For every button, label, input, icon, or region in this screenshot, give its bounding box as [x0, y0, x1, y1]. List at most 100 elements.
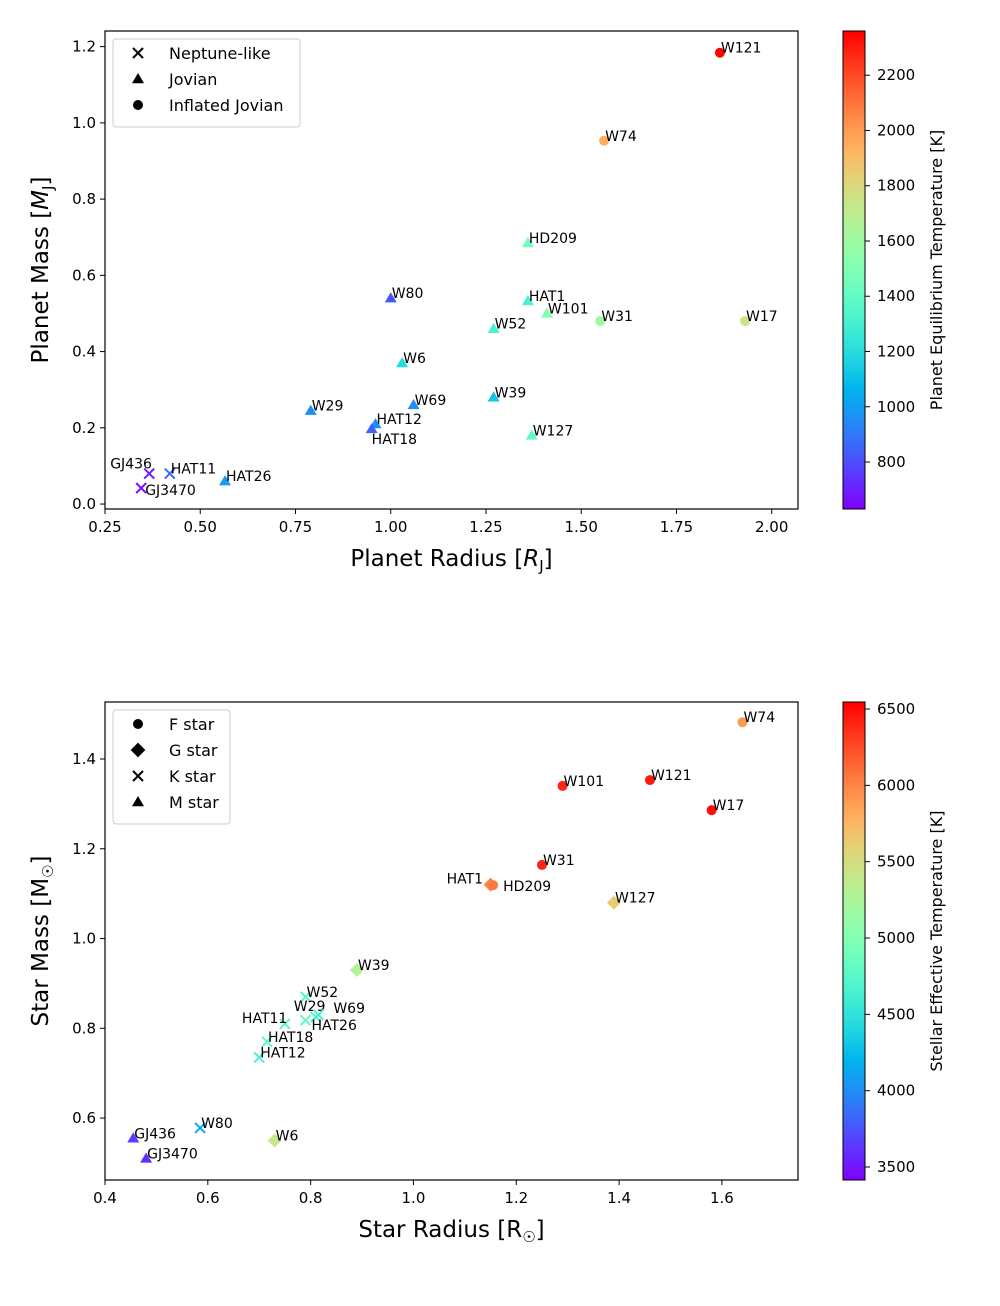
point-label: HAT18: [372, 432, 417, 448]
data-point-w6: [267, 1133, 282, 1148]
legend-label: G star: [169, 741, 218, 760]
point-label: HD209: [529, 231, 577, 247]
point-label: GJ3470: [145, 483, 196, 499]
y-tick-label: 1.0: [72, 930, 96, 948]
point-label: W121: [721, 41, 762, 57]
y-tick-label: 1.0: [72, 114, 96, 132]
data-point-w101: [557, 780, 568, 791]
data-point-w101: [540, 307, 553, 318]
point-label: W101: [548, 301, 589, 317]
point-label: W80: [201, 1116, 233, 1132]
x-tick-label: 0.4: [93, 1189, 117, 1207]
point-label: W39: [495, 385, 527, 401]
legend-label: F star: [169, 715, 215, 734]
colorbar-tick-label: 1600: [877, 232, 915, 250]
legend-label: Inflated Jovian: [169, 96, 283, 115]
legend-marker-x-icon: [132, 770, 144, 782]
x-tick-label: 0.8: [299, 1189, 323, 1207]
data-point-hat1: [521, 294, 534, 306]
y-tick-label: 0.8: [72, 1019, 96, 1037]
point-label: W74: [743, 710, 775, 726]
y-axis-label: Star Mass [M☉]: [28, 856, 57, 1027]
x-tick-label: 1.6: [710, 1189, 734, 1207]
data-point-w69: [312, 1009, 325, 1021]
legend: [112, 38, 301, 128]
colorbar-tick-label: 6500: [877, 700, 915, 718]
point-label: W29: [294, 999, 326, 1015]
data-point-w29: [304, 404, 317, 415]
point-label: HAT1: [529, 289, 565, 305]
point-label: W52: [495, 317, 527, 333]
data-point-w39: [349, 962, 364, 977]
point-label: W69: [333, 1001, 365, 1017]
y-tick-label: 0.6: [72, 266, 96, 284]
point-label: HAT26: [311, 1018, 356, 1034]
point-label: W121: [651, 768, 692, 784]
point-label: HD209: [503, 879, 551, 895]
data-point-hat11: [279, 1018, 291, 1030]
legend-marker-circle-icon: [133, 100, 143, 110]
point-label: W29: [312, 399, 344, 415]
point-label: HAT12: [260, 1045, 305, 1061]
data-point-w74: [737, 717, 748, 728]
data-point-w69: [407, 398, 420, 410]
colorbar-label: Stellar Effective Temperature [K]: [927, 811, 946, 1072]
chart-1: 0.25 0.50 0.75 1.00 1.25 1.50 1.75 2.00 0.0 0.2 0.…: [28, 30, 946, 575]
data-point-gj3470: [135, 482, 147, 494]
legend-marker-x-icon: [132, 47, 144, 59]
point-label: HAT12: [376, 412, 421, 428]
colorbar-tick-label: 1800: [877, 177, 915, 195]
y-tick-label: 1.4: [72, 750, 96, 768]
data-point-hat18: [261, 1036, 273, 1048]
y-tick-label: 0.4: [72, 343, 96, 361]
data-point-w80: [194, 1122, 206, 1134]
data-point-gj436: [143, 467, 155, 480]
x-tick-label: 0.75: [279, 518, 312, 536]
colorbar-tick-label: 2000: [877, 121, 915, 139]
data-point-w121: [644, 775, 655, 786]
colorbar-tick-label: 5500: [877, 853, 915, 871]
data-point-w127: [606, 895, 621, 910]
data-point-hat18: [365, 422, 378, 434]
colorbar-tick-label: 6000: [877, 776, 915, 794]
x-tick-label: 1.2: [504, 1189, 528, 1207]
data-point-hat26: [219, 475, 232, 486]
point-label: W52: [306, 985, 338, 1001]
legend-label: Neptune-like: [169, 44, 271, 63]
axes-frame: [104, 701, 799, 1181]
point-label: W74: [605, 129, 637, 145]
x-tick-label: 0.6: [196, 1189, 220, 1207]
point-label: W101: [564, 774, 605, 790]
point-label: HAT18: [268, 1030, 313, 1046]
data-point-w6: [396, 357, 409, 368]
colorbar-tick-label: 4500: [877, 1005, 915, 1023]
colorbar-tick-label: 1200: [877, 343, 915, 361]
y-tick-label: 1.2: [72, 38, 96, 56]
point-label: W31: [543, 853, 575, 869]
data-point-hat11: [164, 467, 176, 480]
colorbar-label: Planet Equilibrium Temperature [K]: [927, 130, 946, 410]
x-axis-label: Planet Radius [RJ]: [350, 546, 552, 575]
data-point-hd209: [521, 236, 534, 248]
x-tick-label: 1.50: [565, 518, 598, 536]
point-label: HAT11: [171, 462, 216, 478]
legend-marker-triangle-icon: [132, 796, 144, 807]
chart-2: 0.4 0.6 0.8 1.0 1.2 1.4 1.6 0.6 0.8 1.0 1.2 1.4 Star…: [28, 700, 946, 1246]
legend-label: Jovian: [168, 70, 217, 89]
colorbar-tick-label: 800: [877, 453, 906, 471]
data-point-w80: [384, 292, 397, 303]
x-tick-label: 0.25: [88, 518, 121, 536]
point-label: HAT1: [447, 872, 483, 888]
data-point-hat12: [253, 1051, 265, 1064]
data-point-w31: [595, 316, 606, 327]
colorbar: [842, 30, 866, 510]
data-point-w39: [487, 391, 500, 402]
data-point-gj3470: [140, 1152, 153, 1163]
point-label: W69: [415, 393, 447, 409]
data-point-w52: [487, 322, 500, 333]
point-label: GJ436: [134, 1126, 176, 1142]
x-tick-label: 1.0: [402, 1189, 426, 1207]
data-point-w74: [599, 135, 610, 146]
point-label: W127: [615, 891, 656, 907]
